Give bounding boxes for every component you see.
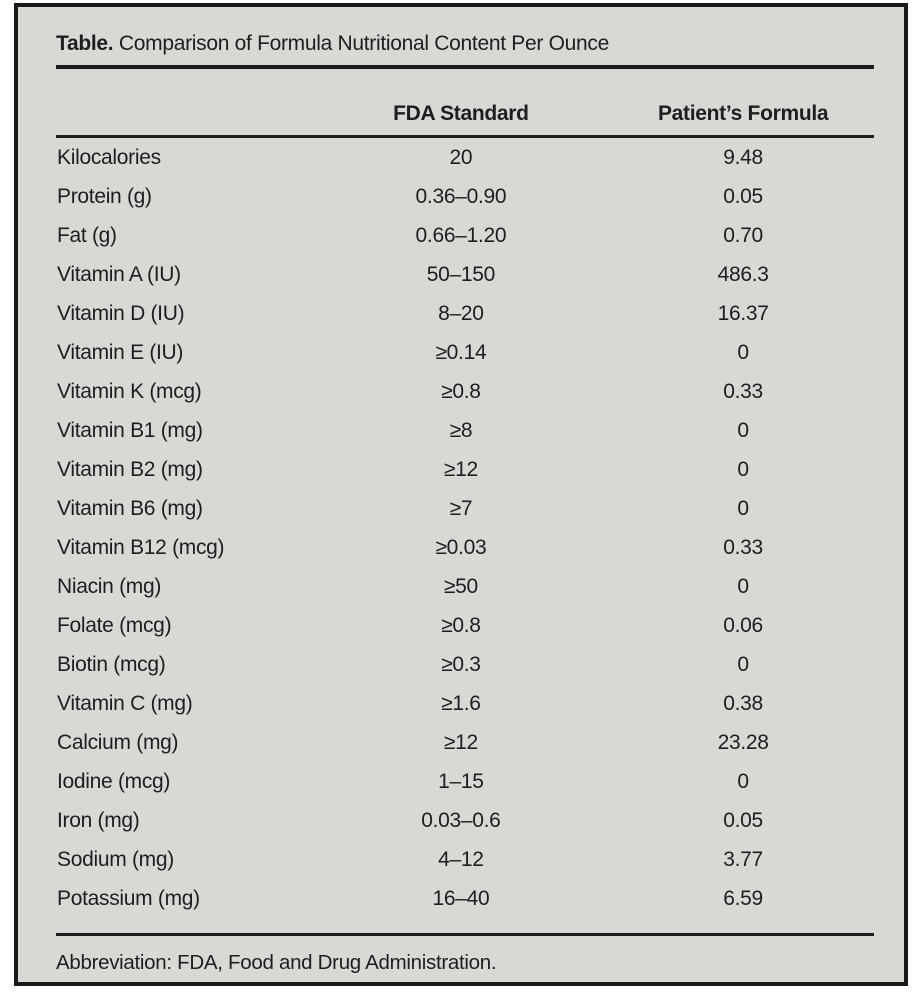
row-fda-value: 50–150	[426, 262, 496, 286]
row-label: Calcium (mg)	[57, 730, 179, 754]
table-title: Table. Comparison of Formula Nutritional…	[56, 7, 874, 57]
table-row: Iron (mg) 0.03–0.6 0.05	[56, 801, 874, 840]
row-fda-value: ≥50	[443, 574, 478, 598]
row-patient-value: 0	[737, 457, 749, 481]
header-row: FDA Standard Patient’s Formula	[56, 69, 874, 138]
row-patient-value: 0.05	[723, 184, 763, 208]
row-patient-value: 0.06	[723, 613, 763, 637]
row-patient-value: 0.70	[723, 223, 763, 247]
row-fda-value: 4–12	[438, 847, 484, 871]
row-label: Iron (mg)	[57, 808, 140, 832]
row-patient-value: 0	[737, 574, 749, 598]
table-row: Protein (g) 0.36–0.90 0.05	[56, 177, 874, 216]
table-row: Fat (g) 0.66–1.20 0.70	[56, 216, 874, 255]
row-fda-value: 0.03–0.6	[421, 808, 501, 832]
row-label: Vitamin B2 (mg)	[57, 457, 203, 481]
row-patient-value: 16.37	[717, 301, 769, 325]
row-label: Vitamin K (mcg)	[57, 379, 202, 403]
row-patient-value: 3.77	[723, 847, 763, 871]
row-label: Vitamin E (IU)	[57, 340, 184, 364]
row-fda-value: ≥0.14	[435, 340, 487, 364]
row-label: Vitamin A (IU)	[57, 262, 181, 286]
row-patient-value: 0.38	[723, 691, 763, 715]
row-fda-value: ≥0.03	[435, 535, 487, 559]
table-panel: Table. Comparison of Formula Nutritional…	[14, 3, 908, 986]
row-label: Kilocalories	[57, 145, 161, 169]
table-row: Vitamin A (IU) 50–150 486.3	[56, 255, 874, 294]
row-label: Vitamin B6 (mg)	[57, 496, 203, 520]
header-empty	[56, 69, 310, 138]
header-patients-formula: Patient’s Formula	[612, 69, 874, 138]
title-divider	[56, 65, 874, 69]
table-row: Potassium (mg) 16–40 6.59	[56, 879, 874, 918]
row-fda-value: 8–20	[438, 301, 484, 325]
row-fda-value: 16–40	[432, 886, 490, 910]
row-fda-value: 20	[449, 145, 473, 169]
row-label: Vitamin B12 (mcg)	[57, 535, 225, 559]
row-fda-value: ≥7	[449, 496, 473, 520]
footnote-divider	[56, 933, 874, 936]
row-fda-value: 1–15	[438, 769, 484, 793]
table-row: Vitamin B12 (mcg) ≥0.03 0.33	[56, 528, 874, 567]
row-patient-value: 23.28	[717, 730, 769, 754]
row-patient-value: 6.59	[723, 886, 763, 910]
nutrition-table: FDA Standard Patient’s Formula Kilocalor…	[56, 69, 874, 918]
row-label: Iodine (mcg)	[57, 769, 171, 793]
row-patient-value: 0.33	[723, 535, 763, 559]
row-label: Folate (mcg)	[57, 613, 172, 637]
row-fda-value: ≥8	[449, 418, 473, 442]
row-label: Vitamin C (mg)	[57, 691, 193, 715]
table-row: Iodine (mcg) 1–15 0	[56, 762, 874, 801]
row-patient-value: 0	[737, 418, 749, 442]
row-fda-value: ≥12	[443, 730, 478, 754]
row-fda-value: ≥0.3	[441, 652, 481, 676]
row-label: Biotin (mcg)	[57, 652, 166, 676]
row-label: Fat (g)	[57, 223, 117, 247]
table-body: Kilocalories 20 9.48 Protein (g) 0.36–0.…	[56, 137, 874, 919]
row-fda-value: ≥0.8	[441, 613, 481, 637]
row-patient-value: 0	[737, 496, 749, 520]
footnote: Abbreviation: FDA, Food and Drug Adminis…	[56, 951, 497, 974]
row-label: Protein (g)	[57, 184, 152, 208]
table-header: FDA Standard Patient’s Formula	[56, 69, 874, 138]
header-fda-standard: FDA Standard	[309, 69, 613, 138]
table-row: Vitamin D (IU) 8–20 16.37	[56, 294, 874, 333]
row-fda-value: ≥12	[443, 457, 478, 481]
row-patient-value: 0	[737, 769, 749, 793]
row-fda-value: ≥1.6	[441, 691, 481, 715]
table-row: Vitamin B2 (mg) ≥12 0	[56, 450, 874, 489]
row-label: Potassium (mg)	[57, 886, 200, 910]
table-row: Vitamin B1 (mg) ≥8 0	[56, 411, 874, 450]
row-patient-value: 0.33	[723, 379, 763, 403]
table-row: Niacin (mg) ≥50 0	[56, 567, 874, 606]
row-patient-value: 0.05	[723, 808, 763, 832]
table-row: Vitamin B6 (mg) ≥7 0	[56, 489, 874, 528]
row-fda-value: 0.66–1.20	[415, 223, 507, 247]
row-fda-value: 0.36–0.90	[415, 184, 507, 208]
table-row: Vitamin C (mg) ≥1.6 0.38	[56, 684, 874, 723]
row-fda-value: ≥0.8	[441, 379, 481, 403]
table-row: Vitamin K (mcg) ≥0.8 0.33	[56, 372, 874, 411]
table-row: Kilocalories 20 9.48	[56, 137, 874, 178]
table-title-label: Table.	[56, 32, 114, 55]
row-label: Niacin (mg)	[57, 574, 162, 598]
row-label: Sodium (mg)	[57, 847, 174, 871]
row-patient-value: 0	[737, 340, 749, 364]
table-row: Folate (mcg) ≥0.8 0.06	[56, 606, 874, 645]
table-row: Calcium (mg) ≥12 23.28	[56, 723, 874, 762]
row-patient-value: 486.3	[717, 262, 769, 286]
row-patient-value: 0	[737, 652, 749, 676]
row-label: Vitamin D (IU)	[57, 301, 185, 325]
table-row: Vitamin E (IU) ≥0.14 0	[56, 333, 874, 372]
row-label: Vitamin B1 (mg)	[57, 418, 203, 442]
table-row: Sodium (mg) 4–12 3.77	[56, 840, 874, 879]
row-patient-value: 9.48	[723, 145, 763, 169]
table-title-text: Comparison of Formula Nutritional Conten…	[118, 32, 609, 55]
table-row: Biotin (mcg) ≥0.3 0	[56, 645, 874, 684]
